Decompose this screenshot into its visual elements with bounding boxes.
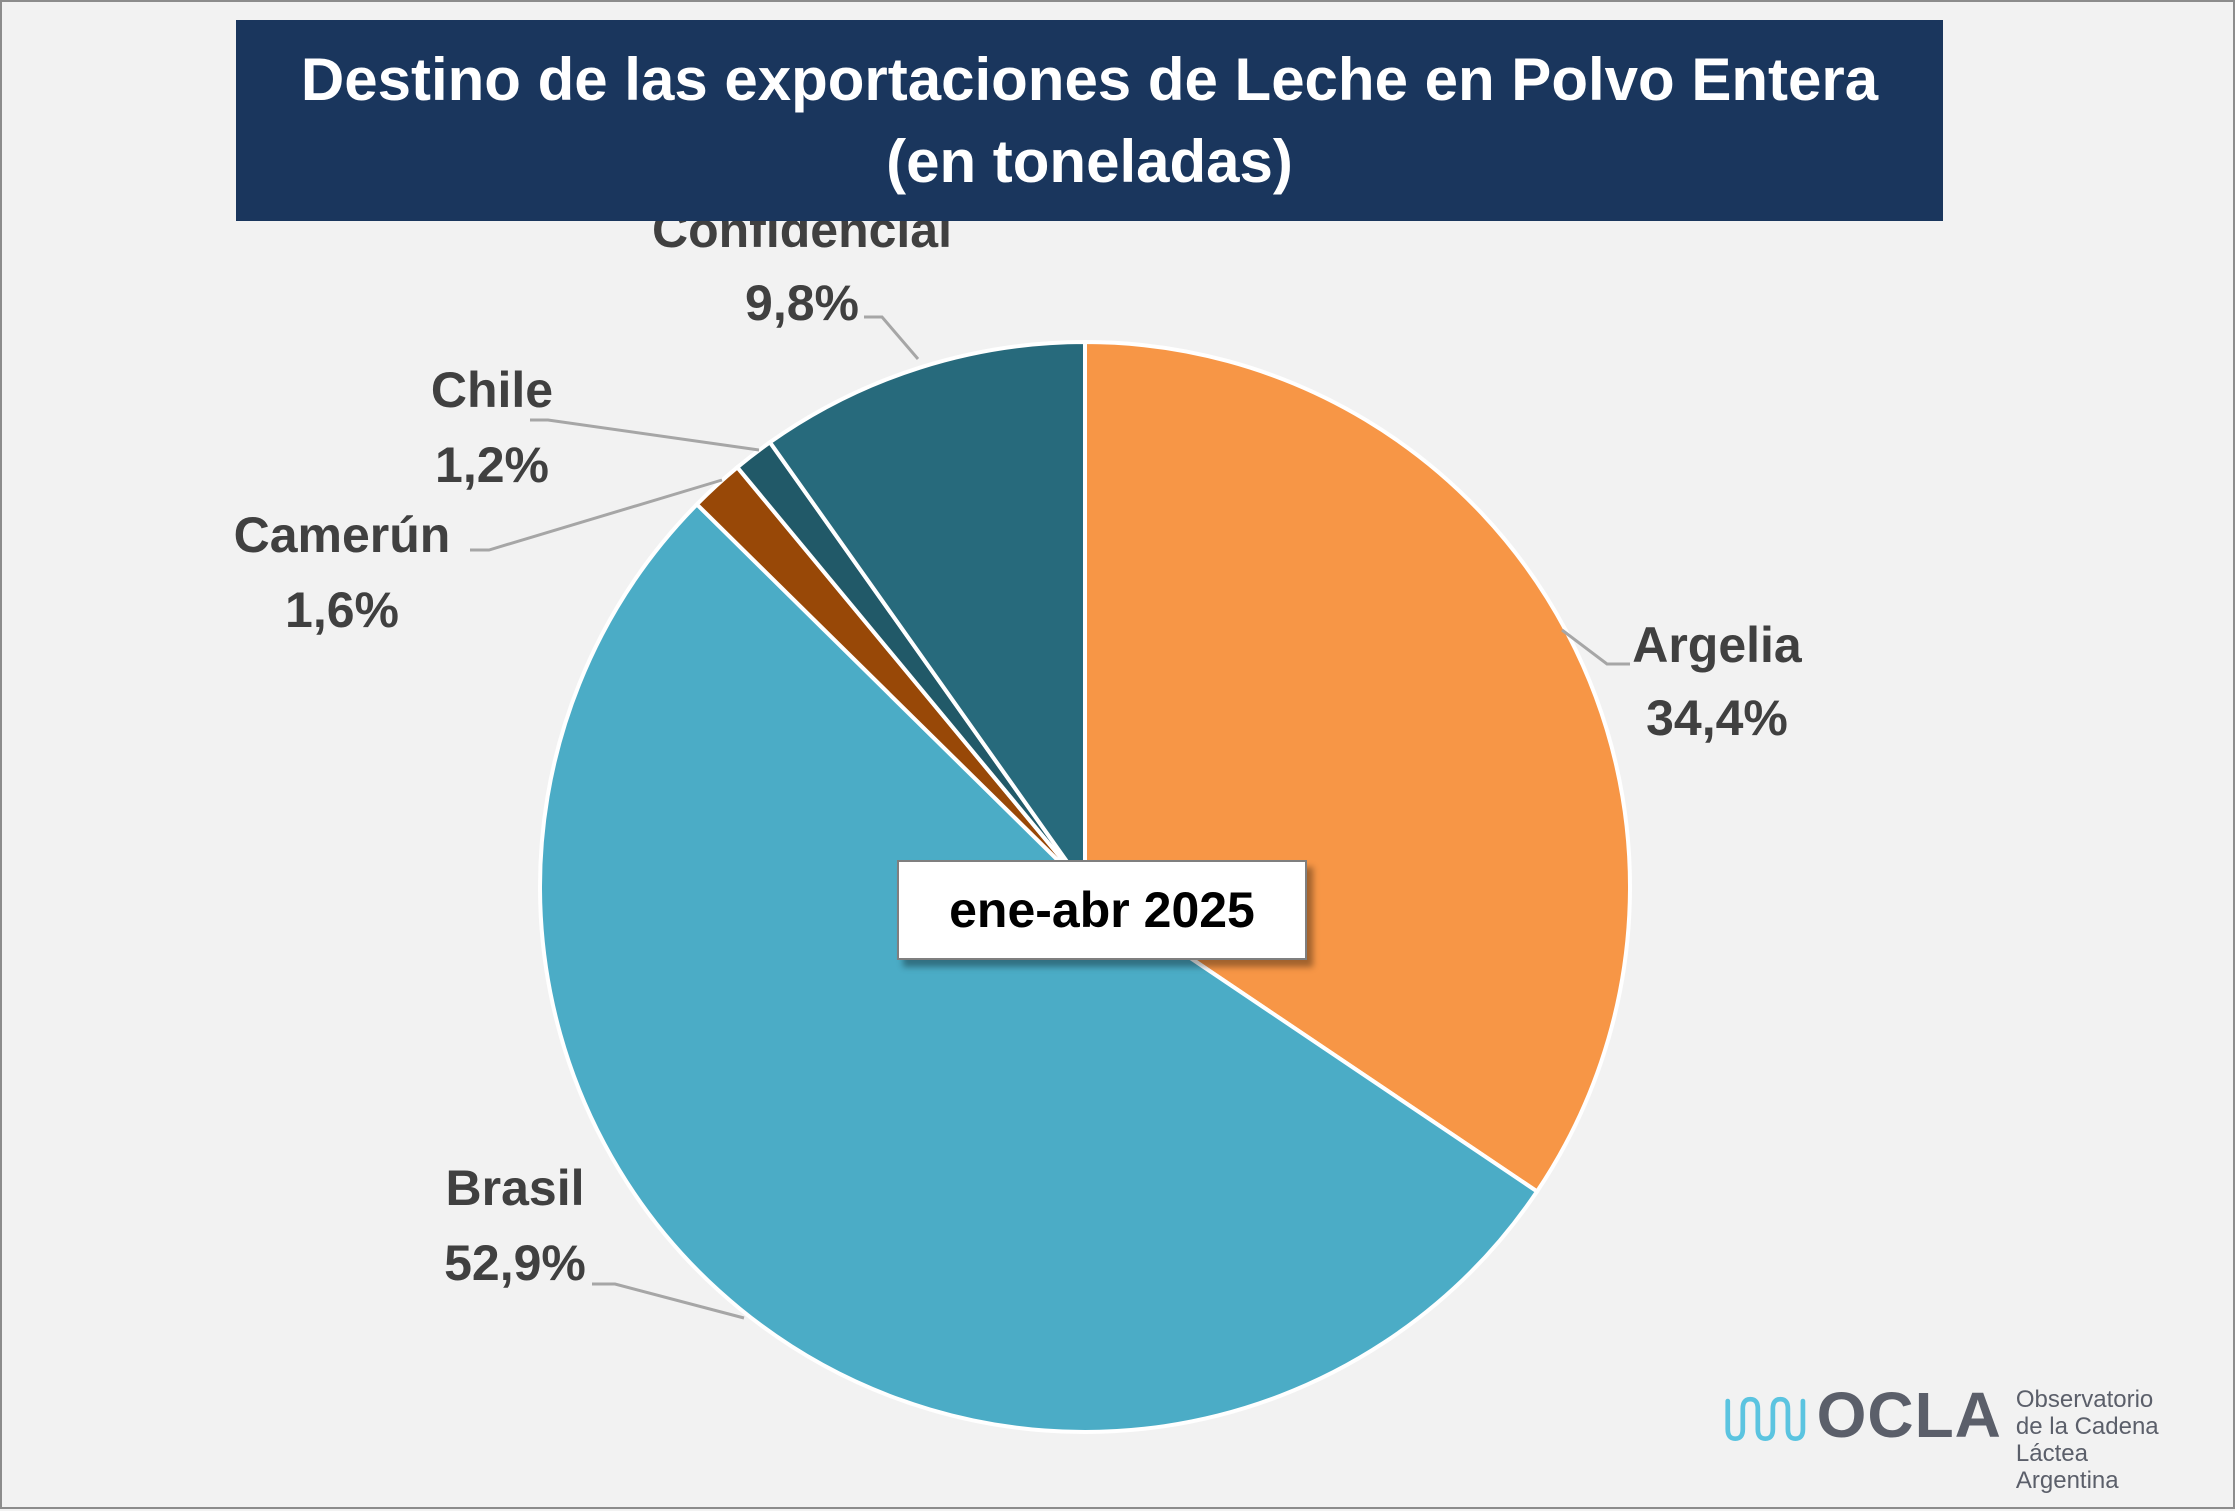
slice-label-brasil: Brasil: [446, 1160, 585, 1216]
slice-label-camerun: Camerún: [234, 507, 451, 563]
leader-line-brasil: [592, 1282, 745, 1320]
logo-line2: de la Cadena Láctea: [2015, 1413, 2159, 1467]
pie-slice-brasil: [538, 501, 1540, 1434]
slice-label-chile: Chile: [431, 362, 553, 418]
leader-line-confidencial: [864, 315, 920, 360]
leader-line-camerun: [470, 478, 723, 552]
pie-slice-argelia: [1083, 339, 1632, 1195]
leader-line-chile: [530, 418, 760, 452]
slice-value-brasil: 52,9%: [444, 1235, 586, 1291]
logo-line3: Argentina: [2015, 1467, 2119, 1494]
leader-lines: [470, 315, 1630, 1320]
wave-icon: [1725, 1396, 1806, 1442]
period-label: ene-abr 2025: [897, 860, 1307, 960]
chart-title-line2: (en toneladas): [886, 127, 1293, 195]
slice-value-chile: 1,2%: [435, 437, 549, 493]
ocla-logo: OCLA Observatorio de la Cadena Láctea Ar…: [1724, 1379, 2224, 1494]
leader-line-argelia: [1561, 628, 1630, 666]
pie-slice-confidencial: [767, 339, 1087, 894]
chart-title-line1: Destino de las exportaciones de Leche en…: [300, 45, 1879, 113]
logo-acronym: OCLA: [1816, 1379, 2002, 1451]
slice-value-camerun: 1,6%: [285, 582, 399, 638]
slice-label-argelia: Argelia: [1632, 617, 1803, 673]
slice-value-confidencial: 9,8%: [745, 275, 859, 331]
logo-line1: Observatorio: [2015, 1386, 2154, 1413]
slice-labels: Argelia 34,4% Brasil 52,9% Camerún 1,6% Chile 1…: [234, 202, 1803, 1291]
chart-title: Destino de las exportaciones de Leche en…: [236, 20, 1943, 221]
slice-value-argelia: 34,4%: [1646, 690, 1788, 746]
pie-slices: [538, 339, 1632, 1434]
logo-subtitle: Observatorio de la Cadena Láctea Argenti…: [2016, 1386, 2224, 1494]
